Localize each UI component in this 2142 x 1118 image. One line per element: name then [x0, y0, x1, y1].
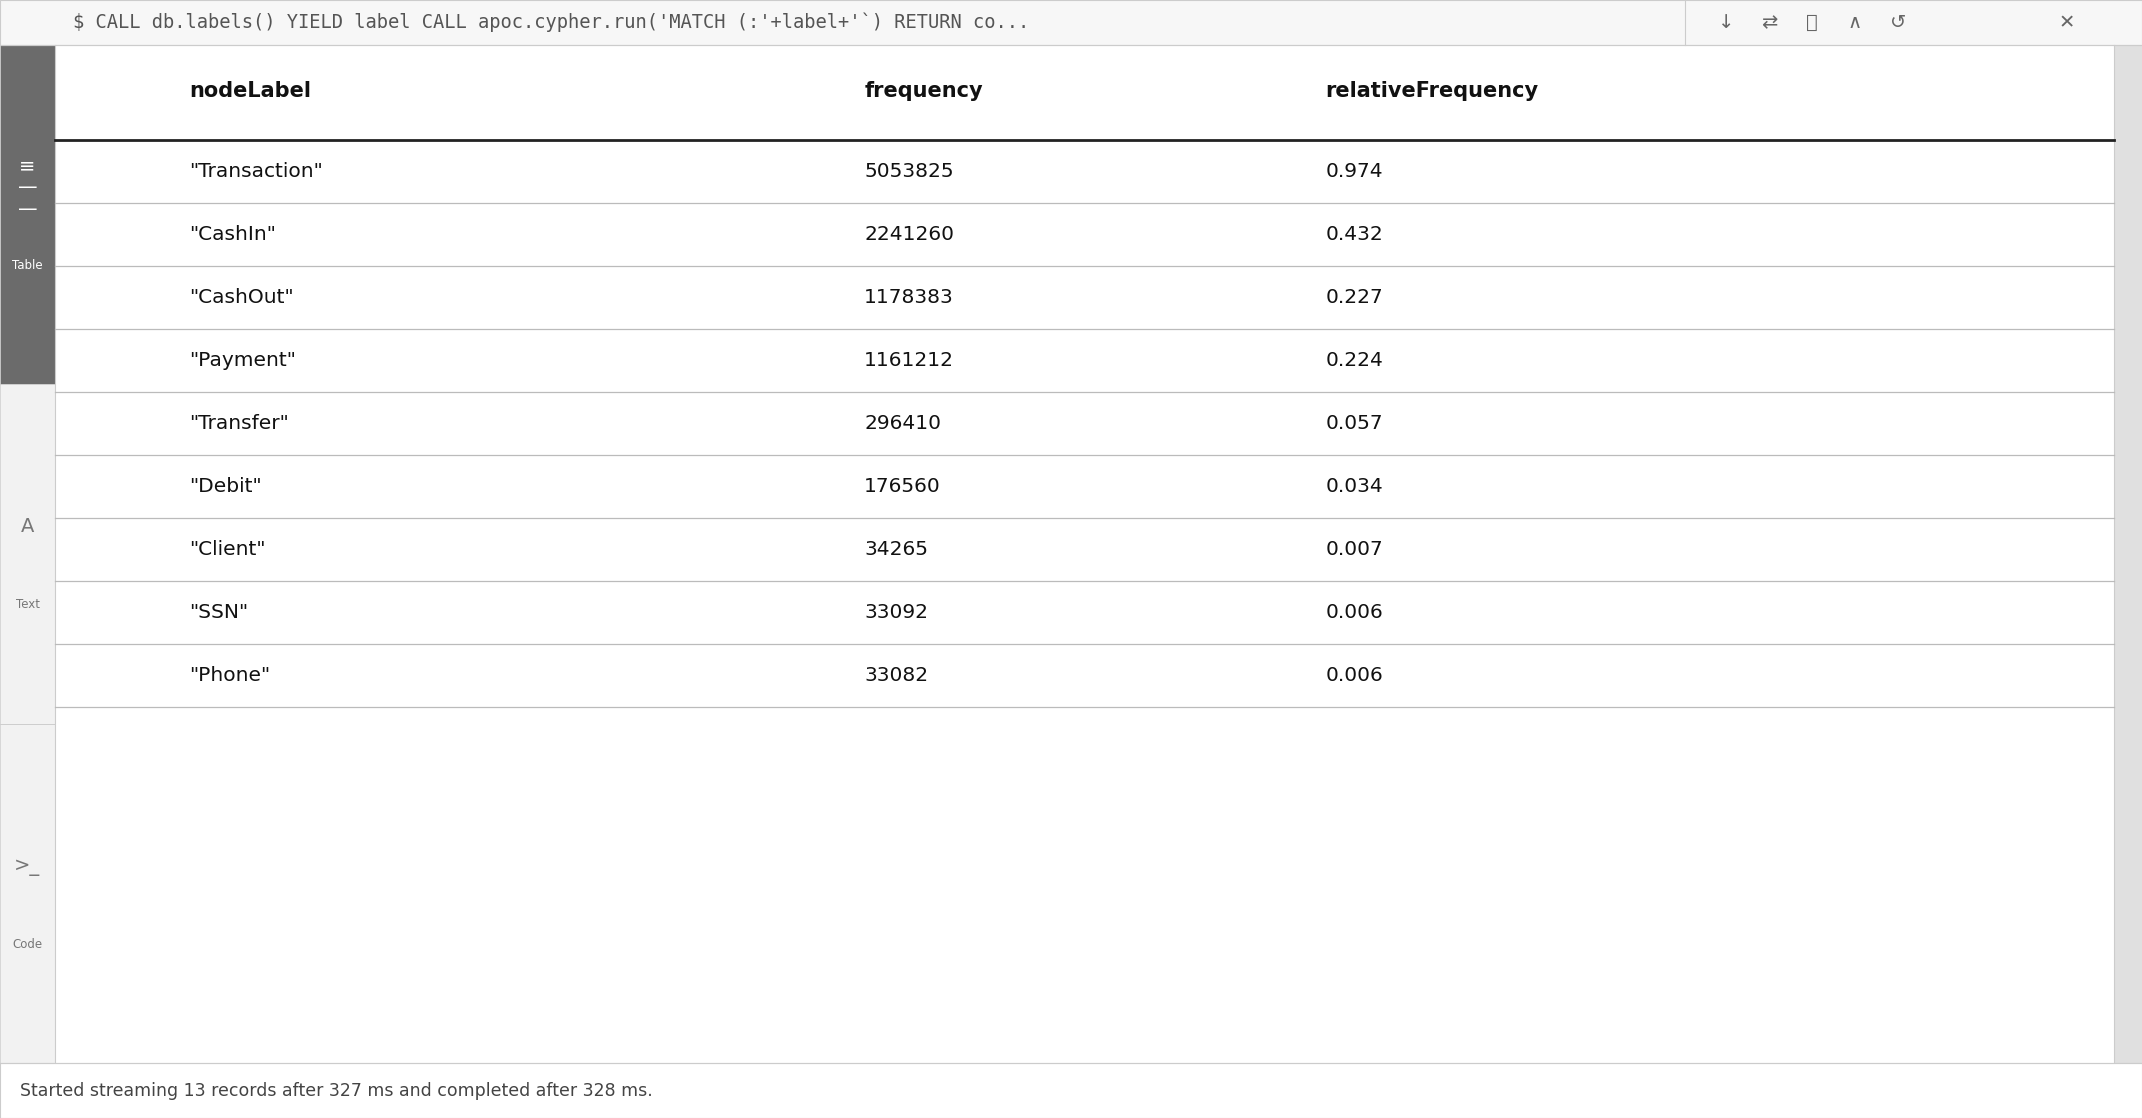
Text: "CashOut": "CashOut" — [188, 288, 293, 307]
Bar — [0, 1063, 2142, 1118]
Text: 0.006: 0.006 — [1326, 666, 1384, 685]
Text: Table: Table — [13, 259, 43, 272]
Text: "Client": "Client" — [188, 540, 266, 559]
Text: ⤢: ⤢ — [1806, 13, 1819, 32]
Text: "Transaction": "Transaction" — [188, 162, 323, 181]
Text: 5053825: 5053825 — [863, 162, 953, 181]
Text: 0.974: 0.974 — [1326, 162, 1384, 181]
Text: 0.432: 0.432 — [1326, 225, 1384, 244]
Text: >_: >_ — [15, 856, 41, 875]
Text: 1161212: 1161212 — [863, 351, 953, 370]
Text: Started streaming 13 records after 327 ms and completed after 328 ms.: Started streaming 13 records after 327 m… — [19, 1081, 653, 1099]
Text: relativeFrequency: relativeFrequency — [1326, 80, 1538, 101]
Text: frequency: frequency — [863, 80, 983, 101]
Text: 0.227: 0.227 — [1326, 288, 1384, 307]
Bar — [0, 45, 56, 1063]
Text: 176560: 176560 — [863, 477, 940, 496]
Bar — [0, 723, 56, 1063]
Text: "CashIn": "CashIn" — [188, 225, 276, 244]
Text: "Debit": "Debit" — [188, 477, 261, 496]
Text: ≡
—
—: ≡ — — — [17, 157, 36, 219]
Text: 0.034: 0.034 — [1326, 477, 1384, 496]
Text: 1178383: 1178383 — [863, 288, 953, 307]
Text: 0.006: 0.006 — [1326, 603, 1384, 622]
Text: A: A — [21, 518, 34, 537]
Text: ✕: ✕ — [2058, 13, 2076, 32]
Text: 0.224: 0.224 — [1326, 351, 1384, 370]
Bar — [0, 0, 2142, 45]
Text: 33082: 33082 — [863, 666, 927, 685]
Text: ⇄: ⇄ — [1761, 13, 1778, 32]
Text: ∧: ∧ — [1849, 13, 1861, 32]
Text: 0.007: 0.007 — [1326, 540, 1384, 559]
Bar — [0, 385, 56, 723]
Text: "SSN": "SSN" — [188, 603, 248, 622]
Text: ↓: ↓ — [1718, 13, 1735, 32]
Bar — [0, 45, 56, 385]
Text: 34265: 34265 — [863, 540, 927, 559]
Text: Code: Code — [13, 938, 43, 950]
Text: 0.057: 0.057 — [1326, 414, 1384, 433]
Text: "Transfer": "Transfer" — [188, 414, 289, 433]
Text: "Payment": "Payment" — [188, 351, 296, 370]
Bar — [2114, 45, 2142, 1063]
Text: $ CALL db.labels() YIELD label CALL apoc.cypher.run('MATCH (:'+label+'`) RETURN : $ CALL db.labels() YIELD label CALL apoc… — [73, 12, 1030, 32]
Text: 2241260: 2241260 — [863, 225, 953, 244]
Text: "Phone": "Phone" — [188, 666, 270, 685]
Text: ↺: ↺ — [1889, 13, 1906, 32]
Text: nodeLabel: nodeLabel — [188, 80, 311, 101]
Text: 296410: 296410 — [863, 414, 940, 433]
Text: 33092: 33092 — [863, 603, 927, 622]
Text: Text: Text — [15, 598, 39, 612]
